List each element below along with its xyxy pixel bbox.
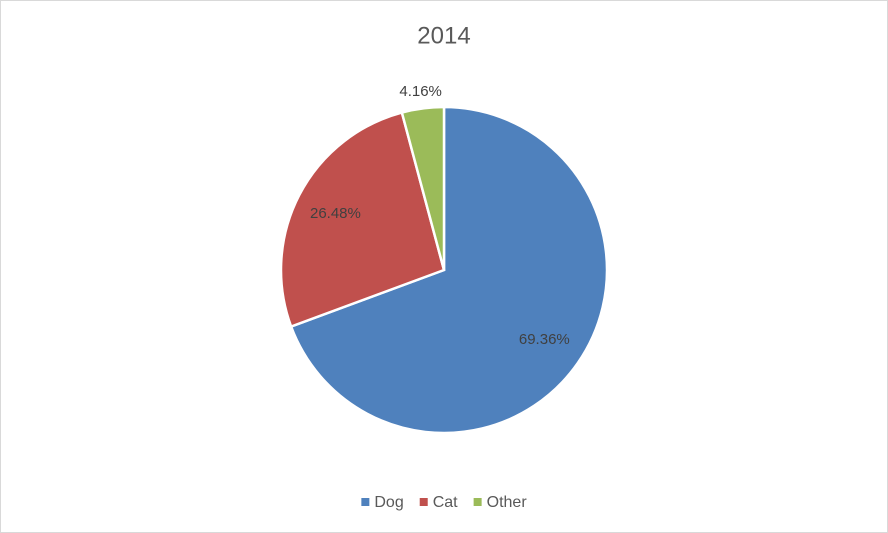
- legend-swatch: [473, 498, 482, 506]
- pie-slice: [289, 105, 609, 435]
- legend-label: Other: [487, 494, 528, 511]
- legend-label: Cat: [433, 494, 458, 511]
- pie-slice: [279, 111, 446, 329]
- legend-item: Cat: [419, 494, 458, 511]
- data-label: 4.16%: [399, 83, 442, 100]
- chart-title: 2014: [417, 22, 470, 49]
- data-label: 69.36%: [519, 331, 570, 348]
- legend-label: Dog: [374, 494, 403, 511]
- data-label: 26.48%: [310, 205, 361, 222]
- legend: Dog Cat Other: [361, 494, 527, 511]
- legend-item: Dog: [361, 494, 404, 511]
- legend-item: Other: [473, 494, 528, 511]
- pie-slice: [400, 105, 446, 271]
- legend-swatch: [361, 498, 370, 506]
- legend-swatch: [419, 498, 428, 506]
